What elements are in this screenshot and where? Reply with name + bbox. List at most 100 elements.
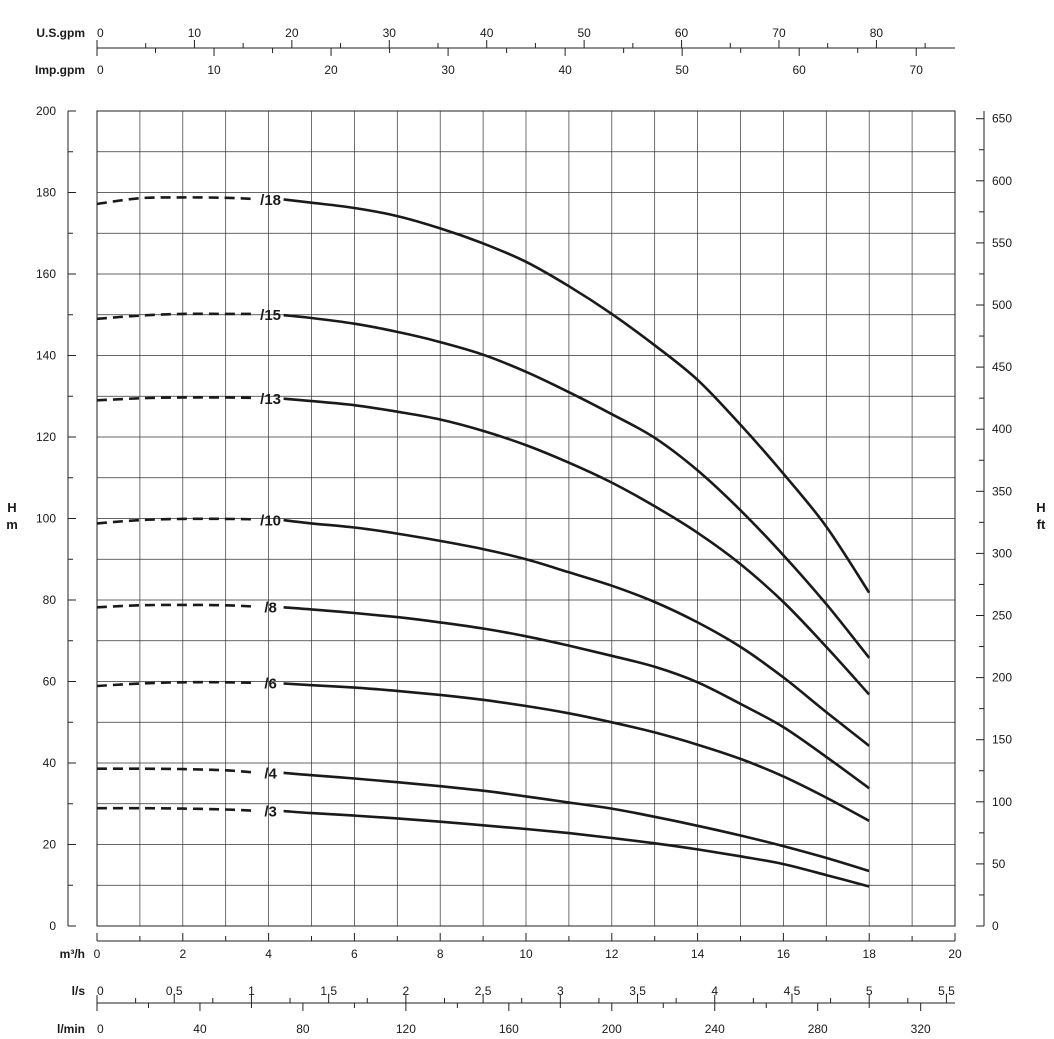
curve-solid-18 (283, 198, 871, 594)
curve-label-18: /18 (260, 192, 281, 209)
aux-tick-label: 30 (441, 63, 455, 77)
y-tick-label-right: 350 (992, 484, 1012, 498)
aux-tick-label: 3,5 (629, 984, 646, 998)
x-tick-label: 12 (605, 947, 619, 961)
pump-curve-18: /18 (96, 192, 871, 594)
curve-solid-4 (283, 771, 870, 873)
x-tick-label: 8 (437, 947, 444, 961)
aux-tick-label: 2 (403, 984, 410, 998)
aux-tick-label: 50 (577, 26, 591, 40)
curve-solid-15 (283, 313, 871, 659)
aux-axis-l-s: 0 0,5 1 1,5 2 2,5 3 3,5 4 4,5 5 5,5 l/s (72, 984, 955, 1004)
y-tick-label-left: 140 (36, 349, 56, 363)
y-tick-label-left: 20 (43, 838, 57, 852)
aux-tick-label: 0 (97, 26, 104, 40)
curve-dashed-13 (96, 396, 254, 402)
aux-tick-label: 4 (711, 984, 718, 998)
aux-tick-label: 40 (558, 63, 572, 77)
y-tick-label-right: 200 (992, 671, 1012, 685)
axes: 0204060801001201401601802000501001502002… (35, 26, 1012, 1036)
aux-tick-label: 20 (285, 26, 299, 40)
aux-tick-label: 80 (296, 1022, 310, 1036)
x-tick-label: 20 (948, 947, 962, 961)
aux-tick-label: 0 (97, 1022, 104, 1036)
aux-axis-label: U.S.gpm (36, 26, 85, 40)
aux-axis-l-min: 0 40 80 120 160 200 240 280 320 l/min (57, 1002, 955, 1036)
y-tick-label-right: 600 (992, 174, 1012, 188)
x-tick-label: 2 (179, 947, 186, 961)
y-tick-label-right: 500 (992, 298, 1012, 312)
aux-tick-label: 80 (870, 26, 884, 40)
curve-solid-13 (283, 397, 871, 696)
curve-label-6: /6 (264, 676, 277, 693)
y-tick-label-right: 450 (992, 360, 1012, 374)
y-tick-label-right: 150 (992, 733, 1012, 747)
aux-tick-label: 160 (499, 1022, 519, 1036)
curve-dashed-4 (96, 767, 254, 774)
aux-axis-label: l/s (72, 984, 86, 998)
aux-tick-label: 0 (97, 984, 104, 998)
curve-solid-8 (283, 606, 870, 790)
aux-tick-label: 5,5 (938, 984, 955, 998)
y-axis-label-right: H (1036, 500, 1045, 515)
y-tick-label-left: 120 (36, 430, 56, 444)
plot-border (96, 110, 956, 927)
y-tick-label-left: 200 (36, 104, 56, 118)
pump-curve-3: /3 (97, 804, 870, 888)
aux-tick-label: 10 (188, 26, 202, 40)
aux-tick-label: 50 (675, 63, 689, 77)
aux-tick-label: 120 (396, 1022, 416, 1036)
curve-solid-6 (283, 682, 870, 823)
x-tick-label: 6 (351, 947, 358, 961)
curve-dashed-3 (97, 806, 254, 812)
y-tick-label-right: 650 (992, 112, 1012, 126)
y-tick-label-right: 100 (992, 795, 1012, 809)
plot-grid (96, 110, 956, 927)
aux-tick-label: 40 (480, 26, 494, 40)
pump-curve-13: /13 (96, 391, 871, 696)
x-tick-label: 14 (691, 947, 705, 961)
pump-curve-6: /6 (96, 676, 870, 823)
aux-tick-label: 60 (793, 63, 807, 77)
pump-curve-8: /8 (96, 600, 870, 790)
curve-dashed-10 (96, 517, 254, 525)
y-tick-label-right: 300 (992, 546, 1012, 560)
pump-curve-4: /4 (96, 765, 870, 873)
pump-curve-15: /15 (96, 307, 871, 659)
x-tick-label: 0 (94, 947, 101, 961)
x-tick-label: 16 (777, 947, 791, 961)
aux-tick-label: 40 (193, 1022, 207, 1036)
aux-axis-label: l/min (57, 1022, 85, 1036)
y-axis-unit-right: ft (1037, 517, 1046, 532)
aux-tick-label: 0 (97, 63, 104, 77)
aux-tick-label: 1,5 (320, 984, 337, 998)
y-tick-label-left: 40 (43, 756, 57, 770)
y-axis-label-left: H (7, 500, 16, 515)
aux-axis-label: Imp.gpm (35, 63, 85, 77)
y-tick-label-left: 180 (36, 186, 56, 200)
curve-label-15: /15 (260, 307, 281, 324)
curve-label-3: /3 (264, 804, 277, 821)
curve-dashed-8 (96, 603, 254, 609)
aux-tick-label: 240 (705, 1022, 725, 1036)
aux-tick-label: 60 (675, 26, 689, 40)
aux-tick-label: 10 (207, 63, 221, 77)
y-tick-label-right: 50 (992, 857, 1006, 871)
aux-tick-label: 5 (866, 984, 873, 998)
curve-label-13: /13 (260, 391, 281, 408)
y-tick-label-left: 60 (43, 675, 57, 689)
plot-frame (96, 110, 956, 927)
y-tick-label-left: 100 (36, 512, 56, 526)
x-tick-label: 4 (265, 947, 272, 961)
aux-tick-label: 70 (910, 63, 924, 77)
y-tick-label-left: 0 (49, 919, 56, 933)
aux-tick-label: 2,5 (475, 984, 492, 998)
aux-tick-label: 320 (911, 1022, 931, 1036)
curve-dashed-6 (96, 680, 254, 688)
curve-dashed-15 (96, 312, 254, 321)
aux-tick-label: 4,5 (784, 984, 801, 998)
aux-axis-imp-gpm: 0 10 20 30 40 50 60 70 Imp.gpm (35, 47, 955, 77)
aux-tick-label: 20 (324, 63, 338, 77)
y-tick-label-right: 550 (992, 236, 1012, 250)
